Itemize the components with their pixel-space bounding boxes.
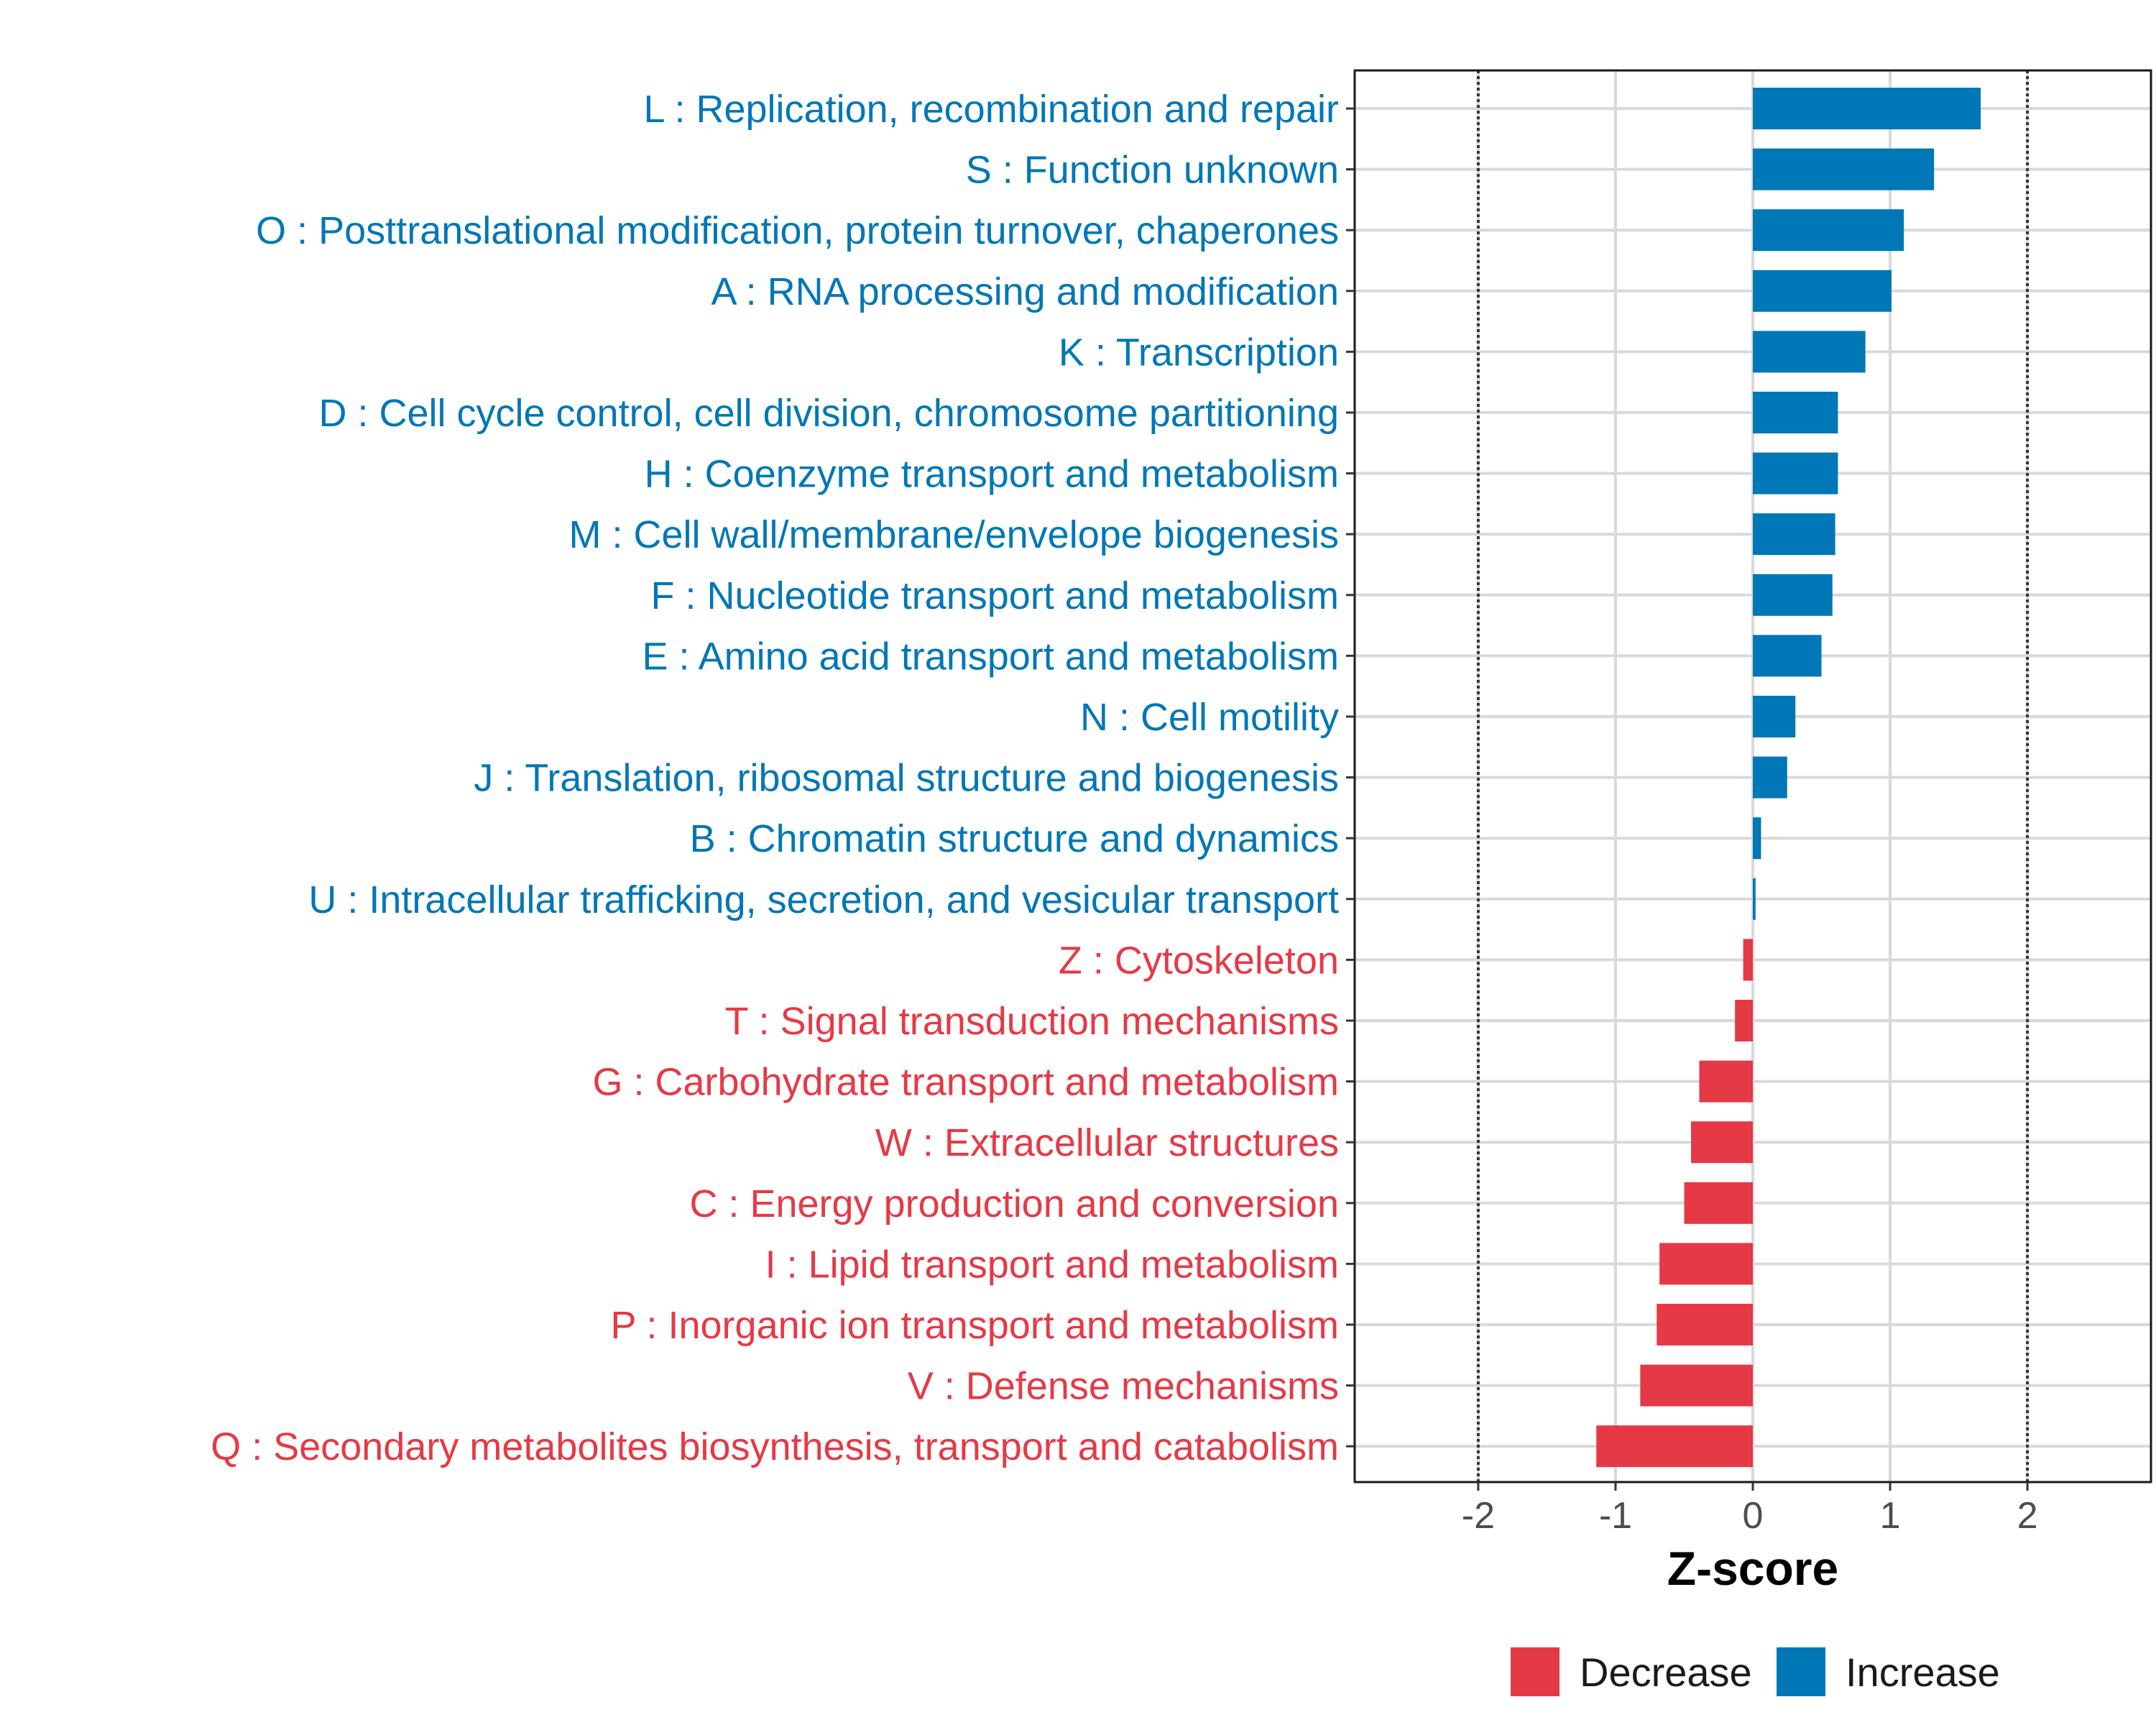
legend-label-decrease: Decrease xyxy=(1580,1650,1752,1695)
bar-4 xyxy=(1753,331,1866,373)
category-label-17: W : Extracellular structures xyxy=(875,1121,1339,1164)
bar-20 xyxy=(1657,1304,1753,1346)
x-axis-ticks: -2 -1 0 1 2 xyxy=(1462,1482,2038,1537)
bar-19 xyxy=(1659,1243,1753,1285)
category-label-12: B : Chromatin structure and dynamics xyxy=(690,817,1339,860)
bar-18 xyxy=(1684,1182,1753,1224)
category-label-14: Z : Cytoskeleton xyxy=(1059,939,1339,982)
category-label-8: F : Nucleotide transport and metabolism xyxy=(651,574,1339,617)
bar-2 xyxy=(1753,209,1904,252)
bar-6 xyxy=(1753,452,1838,494)
x-tick-label-3: 1 xyxy=(1880,1495,1901,1537)
category-label-20: P : Inorganic ion transport and metaboli… xyxy=(610,1304,1339,1347)
bar-8 xyxy=(1753,574,1833,616)
category-label-9: E : Amino acid transport and metabolism xyxy=(642,635,1339,678)
category-label-10: N : Cell motility xyxy=(1080,696,1339,739)
legend-swatch-decrease xyxy=(1511,1647,1560,1696)
bar-0 xyxy=(1753,88,1981,129)
x-tick-label-0: -2 xyxy=(1462,1495,1495,1537)
bars xyxy=(1596,88,1981,1468)
category-label-7: M : Cell wall/membrane/envelope biogenes… xyxy=(568,513,1339,556)
category-label-1: S : Function unknown xyxy=(966,149,1339,192)
bar-10 xyxy=(1753,696,1796,737)
bar-16 xyxy=(1699,1060,1753,1103)
bar-17 xyxy=(1691,1121,1753,1164)
category-label-15: T : Signal transduction mechanisms xyxy=(725,1000,1339,1043)
x-tick-label-2: 0 xyxy=(1743,1495,1764,1537)
category-label-21: V : Defense mechanisms xyxy=(908,1365,1339,1408)
category-label-16: G : Carbohydrate transport and metabolis… xyxy=(593,1061,1340,1104)
bar-5 xyxy=(1753,392,1838,433)
legend: Decrease Increase xyxy=(1511,1647,2000,1696)
bar-22 xyxy=(1596,1425,1753,1468)
x-tick-label-1: -1 xyxy=(1599,1495,1632,1537)
bar-21 xyxy=(1640,1364,1753,1407)
category-label-22: Q : Secondary metabolites biosynthesis, … xyxy=(211,1425,1339,1468)
bar-1 xyxy=(1753,148,1935,190)
bar-3 xyxy=(1753,270,1892,312)
category-label-4: K : Transcription xyxy=(1059,331,1339,374)
bar-15 xyxy=(1735,1000,1753,1041)
bar-13 xyxy=(1753,878,1756,920)
bar-11 xyxy=(1753,756,1787,799)
category-label-5: D : Cell cycle control, cell division, c… xyxy=(318,392,1339,435)
category-label-11: J : Translation, ribosomal structure and… xyxy=(474,757,1339,800)
bar-12 xyxy=(1753,817,1761,860)
y-axis-ticks xyxy=(1346,107,1355,1448)
category-label-18: C : Energy production and conversion xyxy=(689,1182,1339,1225)
category-labels: L : Replication, recombination and repai… xyxy=(211,88,1339,1468)
category-label-3: A : RNA processing and modification xyxy=(711,270,1339,313)
category-label-13: U : Intracellular trafficking, secretion… xyxy=(308,878,1339,921)
bar-7 xyxy=(1753,513,1835,556)
category-label-19: I : Lipid transport and metabolism xyxy=(765,1243,1339,1286)
legend-swatch-increase xyxy=(1777,1647,1825,1696)
category-label-0: L : Replication, recombination and repai… xyxy=(643,88,1339,131)
category-label-6: H : Coenzyme transport and metabolism xyxy=(645,453,1339,496)
bar-9 xyxy=(1753,635,1822,677)
legend-label-increase: Increase xyxy=(1846,1650,2000,1695)
x-tick-label-4: 2 xyxy=(2017,1495,2038,1537)
category-label-2: O : Posttranslational modification, prot… xyxy=(256,209,1339,252)
x-axis-title: Z-score xyxy=(1667,1542,1838,1595)
bar-14 xyxy=(1743,939,1753,981)
